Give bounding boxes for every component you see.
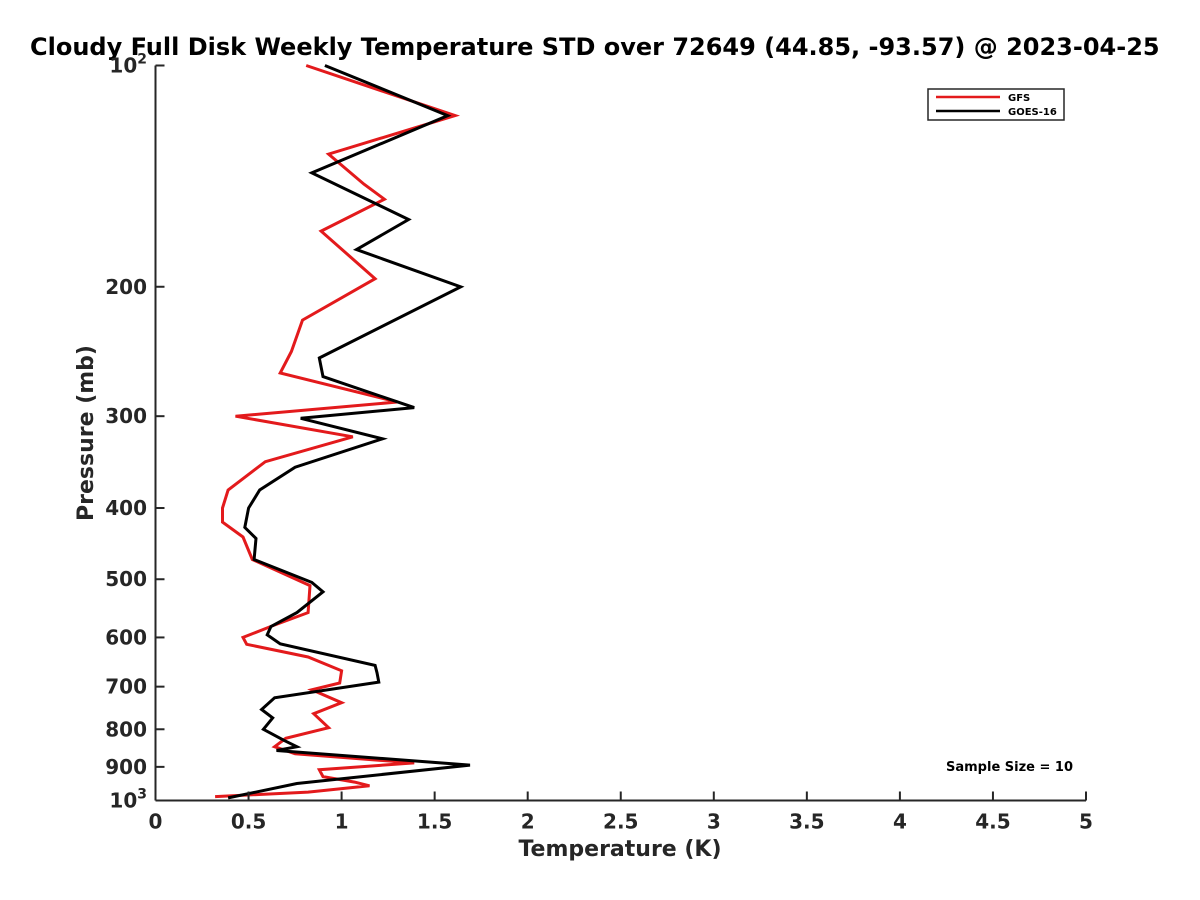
x-tick-label: 1 bbox=[335, 810, 349, 834]
x-tick-label: 0.5 bbox=[231, 810, 266, 834]
x-axis-ticks: 0 0.5 1 1.5 2 2.5 3 3.5 4 4.5 5 bbox=[149, 791, 1093, 834]
series-line-goes-16 bbox=[227, 64, 471, 800]
x-tick-label: 4.5 bbox=[975, 810, 1010, 834]
legend-label-gfs: GFS bbox=[1008, 93, 1030, 104]
y-tick-label: 700 bbox=[105, 675, 147, 699]
y-tick-label: 103 bbox=[109, 787, 147, 813]
y-tick-label: 800 bbox=[105, 717, 147, 741]
y-tick-label: 300 bbox=[105, 404, 147, 428]
y-axis-label: Pressure (mb) bbox=[74, 345, 99, 521]
x-axis-label: Temperature (K) bbox=[518, 837, 721, 862]
series-layer bbox=[215, 64, 471, 800]
legend-label-goes-16: GOES-16 bbox=[1008, 107, 1057, 118]
y-tick-label: 102 bbox=[109, 52, 147, 78]
x-tick-label: 0 bbox=[149, 810, 163, 834]
x-tick-label: 2.5 bbox=[603, 810, 638, 834]
y-tick-label: 900 bbox=[105, 755, 147, 779]
y-tick-label: 200 bbox=[105, 275, 147, 299]
x-tick-label: 5 bbox=[1079, 810, 1093, 834]
y-axis-ticks: 102 200 300 400 500 600 700 800 900 103 bbox=[105, 52, 165, 813]
x-tick-label: 4 bbox=[893, 810, 907, 834]
y-tick-label: 600 bbox=[105, 625, 147, 649]
x-tick-label: 3.5 bbox=[789, 810, 824, 834]
y-tick-label: 500 bbox=[105, 567, 147, 591]
legend: GFS GOES-16 bbox=[927, 88, 1065, 121]
sample-size-annotation: Sample Size = 10 bbox=[946, 760, 1073, 775]
plot-area: 0 0.5 1 1.5 2 2.5 3 3.5 4 4.5 5 102 200 300 400 500 600… bbox=[105, 52, 1093, 834]
x-tick-label: 2 bbox=[521, 810, 535, 834]
series-line-gfs bbox=[215, 64, 461, 799]
chart-title: Cloudy Full Disk Weekly Temperature STD … bbox=[30, 33, 1160, 61]
legend-box bbox=[927, 88, 1065, 121]
y-tick-label: 400 bbox=[105, 496, 147, 520]
x-tick-label: 1.5 bbox=[417, 810, 452, 834]
x-tick-label: 3 bbox=[707, 810, 721, 834]
